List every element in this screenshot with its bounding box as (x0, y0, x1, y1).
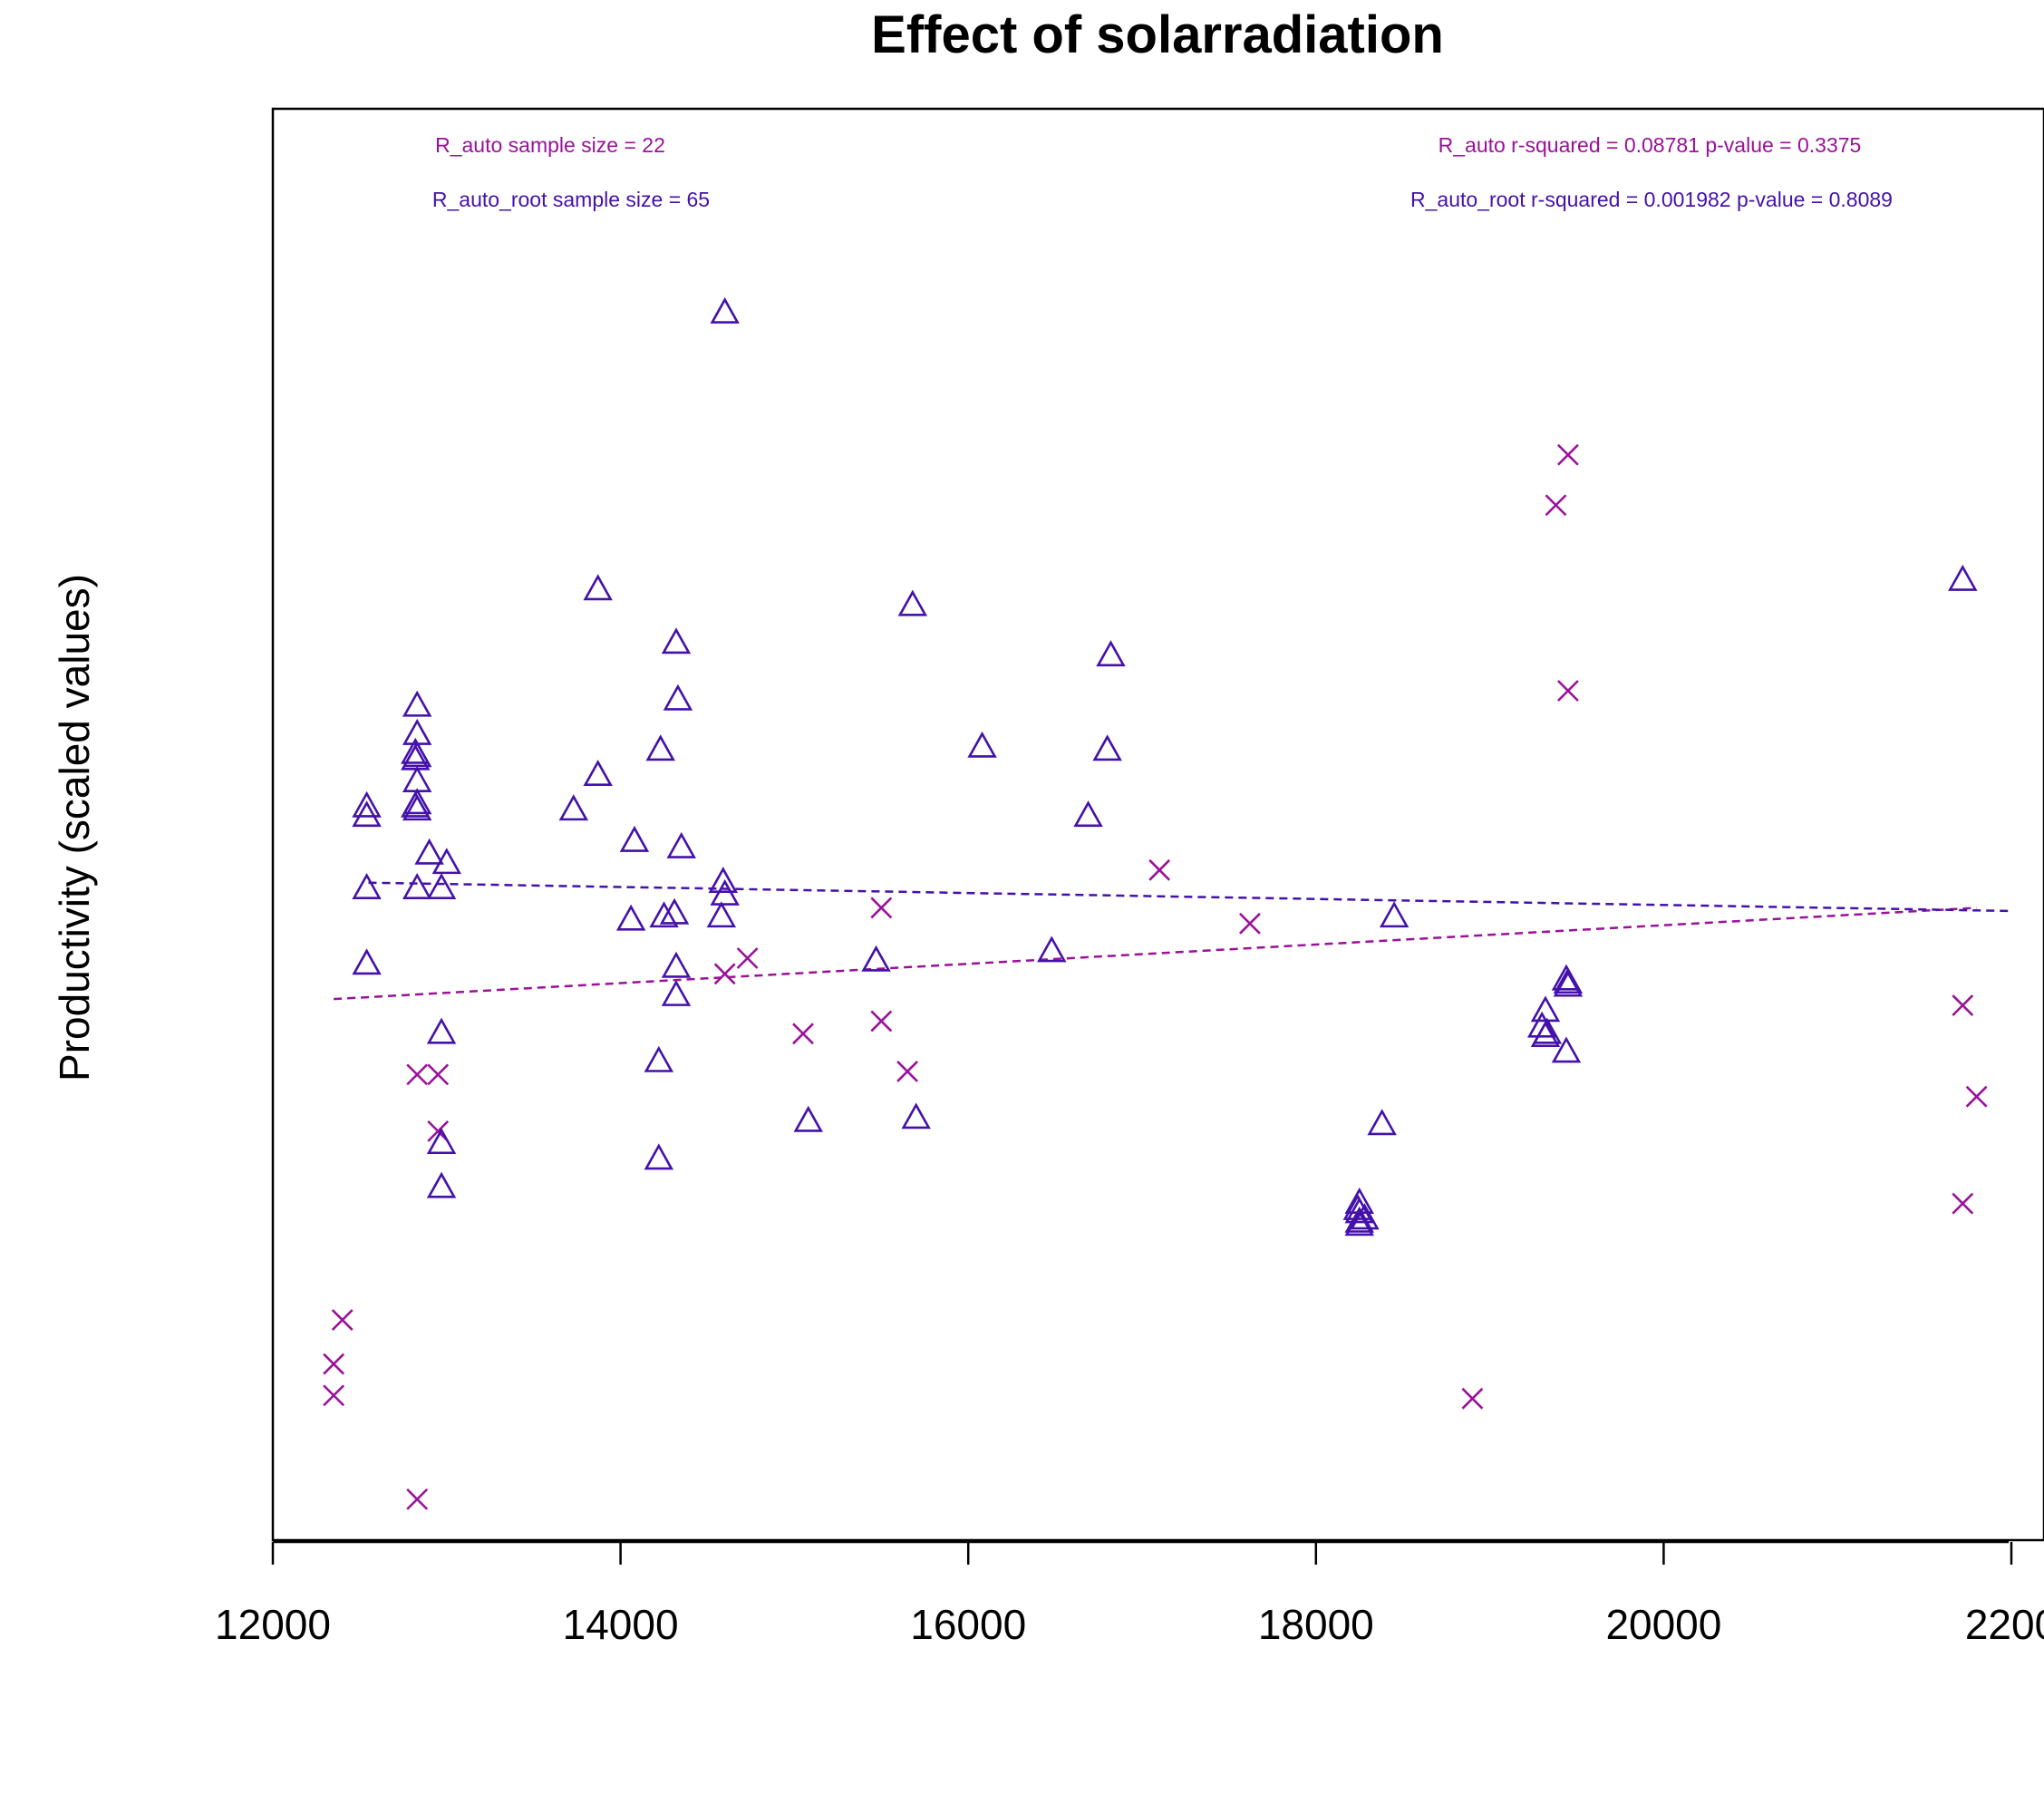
r-auto-root-point (967, 731, 997, 758)
r-auto-root-point (661, 979, 692, 1006)
r-auto-point (870, 897, 893, 919)
r-auto-root-point (402, 872, 432, 899)
r-auto-root-point (426, 1128, 457, 1155)
r-auto-root-point (1037, 936, 1067, 963)
r-auto-root-point (710, 878, 740, 906)
r-auto-root-point (352, 948, 382, 975)
r-auto-root-point (1530, 995, 1561, 1023)
r-auto-root-point (426, 1171, 457, 1198)
r-auto-point (1556, 443, 1579, 466)
r-auto-root-point (649, 901, 679, 928)
x-tick-label: 16000 (910, 1601, 1026, 1648)
r-auto-point (870, 1010, 893, 1033)
r-auto-root-point (663, 684, 693, 711)
r-auto-point (713, 963, 736, 985)
r-auto-regression-stats: R_auto r-squared = 0.08781 p-value = 0.3… (1439, 133, 1862, 157)
r-auto-point (736, 947, 759, 969)
r-auto-point (792, 1023, 814, 1045)
r-auto-point (1952, 1192, 1974, 1215)
r-auto-trend-line (334, 906, 1977, 1001)
r-auto-point (1148, 858, 1171, 881)
r-auto-root-point (1092, 734, 1122, 761)
r-auto-root-point (1350, 1203, 1380, 1230)
r-auto-root-point (645, 734, 675, 761)
r-auto-root-point (426, 1017, 457, 1044)
r-auto-root-point (644, 1143, 674, 1170)
r-auto-root-point (1344, 1206, 1374, 1233)
r-auto-root-point (402, 690, 432, 717)
r-auto-root-point (1553, 967, 1584, 994)
r-auto-root-point (352, 790, 382, 818)
r-auto-root-point (426, 872, 457, 899)
r-auto-root-point (401, 743, 431, 771)
r-auto-point (323, 1384, 345, 1407)
r-auto-root-point (402, 765, 432, 792)
r-auto-root-point (661, 951, 692, 978)
r-auto-root-point (1073, 800, 1103, 828)
x-tick-label: 14000 (563, 1601, 679, 1648)
r-auto-root-point (793, 1105, 823, 1132)
r-auto-root-point (402, 718, 432, 745)
r-auto-root-point (706, 901, 737, 928)
chart-title: Effect of solarradiation (871, 5, 1444, 64)
r-auto-root-point (352, 872, 382, 899)
r-auto-root-point (1379, 901, 1409, 928)
r-auto-point (1965, 1085, 1988, 1108)
r-auto-root-point (1553, 970, 1584, 997)
r-auto-root-regression-stats: R_auto_root r-squared = 0.001982 p-value… (1410, 188, 1893, 211)
r-auto-root-point (619, 825, 650, 852)
r-auto-point (427, 1063, 450, 1086)
r-auto-root-point (710, 296, 740, 324)
r-auto-root-point (402, 788, 432, 815)
r-auto-root-point (615, 904, 646, 931)
r-auto-root-point (583, 760, 613, 787)
x-tick-label: 18000 (1258, 1601, 1374, 1648)
r-auto-point (406, 1488, 429, 1510)
r-auto-point (1461, 1387, 1484, 1410)
r-auto-root-trend-line (368, 881, 2012, 913)
r-auto-root-point (1367, 1109, 1397, 1136)
x-axis-ticks: 12000 14000 16000 18000 20000 2200 (215, 1542, 2044, 1648)
r-auto-point (406, 1063, 429, 1086)
r-auto-root-point (1551, 1036, 1582, 1063)
y-axis-label: Productivity (scaled values) (51, 574, 98, 1081)
r-auto-root-point (431, 848, 462, 875)
r-auto-root-point (352, 800, 382, 828)
r-auto-root-point (861, 945, 891, 972)
x-tick-label: 2200 (1965, 1601, 2044, 1648)
r-auto-root-point (661, 627, 692, 654)
r-auto-root-point (708, 867, 738, 894)
r-auto-point (323, 1352, 345, 1375)
r-auto-root-point (1342, 1193, 1373, 1220)
r-auto-root-point (1096, 640, 1126, 667)
r-auto-point (331, 1309, 354, 1331)
r-auto-root-point (1948, 564, 1978, 591)
r-auto-root-point (1532, 1017, 1563, 1044)
r-auto-root-point (659, 897, 690, 925)
x-tick-label: 12000 (215, 1601, 331, 1648)
x-tick-label: 20000 (1605, 1601, 1721, 1648)
r-auto-point (1952, 994, 1974, 1016)
r-auto-root-point (401, 737, 431, 764)
r-auto-root-point (1344, 1209, 1374, 1236)
r-auto-point (1545, 494, 1567, 517)
r-auto-root-point (644, 1045, 674, 1072)
r-auto-root-point (558, 794, 589, 821)
r-auto-sample-size: R_auto sample size = 22 (435, 133, 665, 157)
r-auto-root-point (583, 574, 613, 601)
r-auto-point (896, 1061, 918, 1082)
r-auto-root-point (402, 794, 432, 821)
r-auto-root-point (897, 589, 928, 616)
r-auto-root-point (1526, 1011, 1557, 1038)
r-auto-point (1556, 680, 1579, 702)
r-auto-root-sample-size: R_auto_root sample size = 65 (432, 188, 710, 211)
plot-marks (323, 296, 2012, 1510)
r-auto-point (1239, 912, 1261, 935)
r-auto-root-point (901, 1102, 931, 1129)
r-auto-root-point (666, 831, 696, 858)
r-auto-root-point (414, 838, 444, 865)
plot-frame (271, 107, 2044, 1542)
